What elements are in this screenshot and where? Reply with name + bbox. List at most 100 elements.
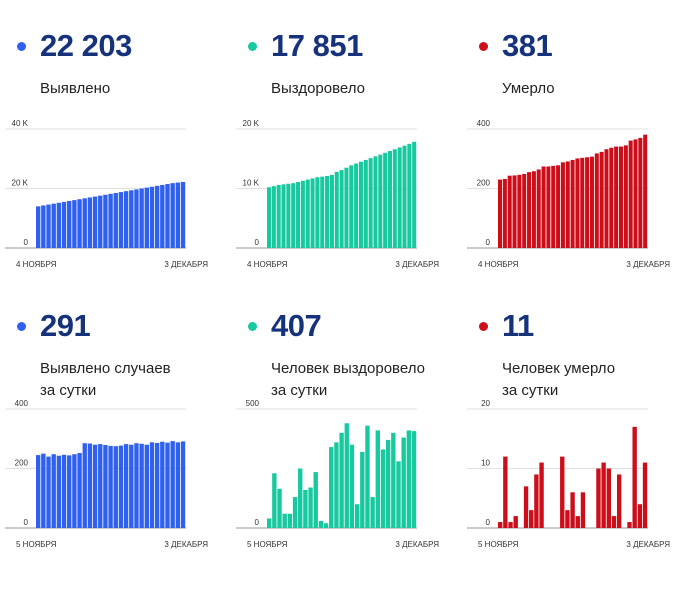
bar xyxy=(41,453,46,528)
bar xyxy=(175,442,181,528)
label-line-2: за сутки xyxy=(40,382,97,399)
bar xyxy=(522,173,527,248)
bar xyxy=(87,197,93,248)
bar xyxy=(61,201,67,248)
bar xyxy=(609,147,614,248)
bar xyxy=(517,174,522,248)
bar xyxy=(383,152,388,248)
bar-chart: 0 10 20 5 НОЯБРЯ 3 ДЕКАБРЯ xyxy=(467,399,670,549)
headline-value: 11 xyxy=(502,308,534,343)
bar xyxy=(334,171,339,248)
bar xyxy=(585,157,590,248)
bar xyxy=(51,454,56,528)
bar xyxy=(123,191,129,248)
bar xyxy=(402,145,407,248)
bar xyxy=(77,453,82,528)
label-line-1: Выявлено случаев xyxy=(40,360,171,377)
x-tick-label-start: 4 НОЯБРЯ xyxy=(247,260,288,269)
bar xyxy=(570,159,575,248)
bar xyxy=(616,474,622,528)
bar xyxy=(407,143,412,248)
bar xyxy=(315,177,320,248)
bar xyxy=(113,192,118,248)
bar xyxy=(344,423,349,528)
bar xyxy=(98,444,103,528)
x-tick-label-start: 5 НОЯБРЯ xyxy=(478,540,519,549)
bar xyxy=(523,486,529,528)
bar xyxy=(637,504,643,528)
x-tick-label-end: 3 ДЕКАБРЯ xyxy=(626,260,670,269)
bar xyxy=(604,149,609,248)
bar xyxy=(565,161,570,248)
bar xyxy=(580,492,586,528)
bar xyxy=(67,200,72,248)
x-tick-label-start: 5 НОЯБРЯ xyxy=(16,540,57,549)
bar xyxy=(272,473,277,528)
bar-chart: 0 200 400 5 НОЯБРЯ 3 ДЕКАБРЯ xyxy=(5,399,208,549)
bar xyxy=(529,510,534,528)
bar xyxy=(287,513,293,528)
bar xyxy=(134,189,139,248)
bar xyxy=(614,146,619,248)
bar-chart: 0 200 400 4 НОЯБРЯ 3 ДЕКАБРЯ xyxy=(467,119,670,269)
bar xyxy=(527,172,532,248)
bar xyxy=(87,443,93,528)
bar xyxy=(513,516,518,528)
bar xyxy=(606,468,611,528)
bar xyxy=(144,187,149,248)
bar xyxy=(103,444,108,528)
x-tick-label-end: 3 ДЕКАБРЯ xyxy=(395,540,439,549)
bar xyxy=(82,198,87,248)
bar xyxy=(98,195,103,248)
bar xyxy=(560,162,565,248)
y-tick-label: 0 xyxy=(255,238,260,247)
bar xyxy=(160,441,165,528)
label-line-1: Умерло xyxy=(502,80,555,97)
bar xyxy=(375,430,380,528)
bar xyxy=(349,444,355,528)
headline-label: Выявлено xyxy=(40,78,110,100)
bar xyxy=(401,437,406,528)
bar xyxy=(611,516,617,528)
bar xyxy=(310,178,315,248)
bar xyxy=(313,472,318,528)
bar xyxy=(385,439,391,528)
bar xyxy=(349,165,354,248)
bar xyxy=(271,186,276,248)
y-tick-label: 400 xyxy=(477,119,491,128)
headline-value: 291 xyxy=(40,308,91,343)
bar xyxy=(534,474,539,528)
panel-deaths-total: 381 Умерло 0 200 400 4 НОЯБРЯ 3 ДЕКАБРЯ xyxy=(462,0,680,290)
bar xyxy=(580,157,585,248)
bar xyxy=(594,153,599,248)
bar xyxy=(296,181,301,248)
bar xyxy=(46,204,51,248)
bar xyxy=(129,444,134,528)
bar xyxy=(286,183,291,248)
headline-label: Выздоровело xyxy=(271,78,365,100)
bar xyxy=(103,194,108,248)
series-dot-icon xyxy=(17,42,26,51)
x-tick-label-end: 3 ДЕКАБРЯ xyxy=(164,260,208,269)
bar xyxy=(638,137,643,248)
bar xyxy=(502,178,507,248)
bar xyxy=(134,443,139,528)
bar xyxy=(298,468,303,528)
bar-chart: 0 10 K 20 K 4 НОЯБРЯ 3 ДЕКАБРЯ xyxy=(236,119,439,269)
bar xyxy=(508,522,513,528)
bar xyxy=(632,426,637,528)
bar xyxy=(92,444,98,528)
bar xyxy=(392,149,397,248)
bar xyxy=(123,444,129,528)
bar xyxy=(546,166,551,248)
panel-detected-daily: 291 Выявлено случаев за сутки 0 200 400 5 Н… xyxy=(0,280,226,570)
label-line-1: Человек умерло xyxy=(502,360,616,377)
bar xyxy=(36,455,41,528)
bar xyxy=(170,183,175,248)
panel-recovered-daily: 407 Человек выздоровело за сутки 0 500 5 Н… xyxy=(231,280,457,570)
bar xyxy=(72,454,77,528)
bar xyxy=(373,156,378,248)
bar xyxy=(541,166,546,248)
bar xyxy=(560,456,565,528)
bar xyxy=(320,176,325,248)
